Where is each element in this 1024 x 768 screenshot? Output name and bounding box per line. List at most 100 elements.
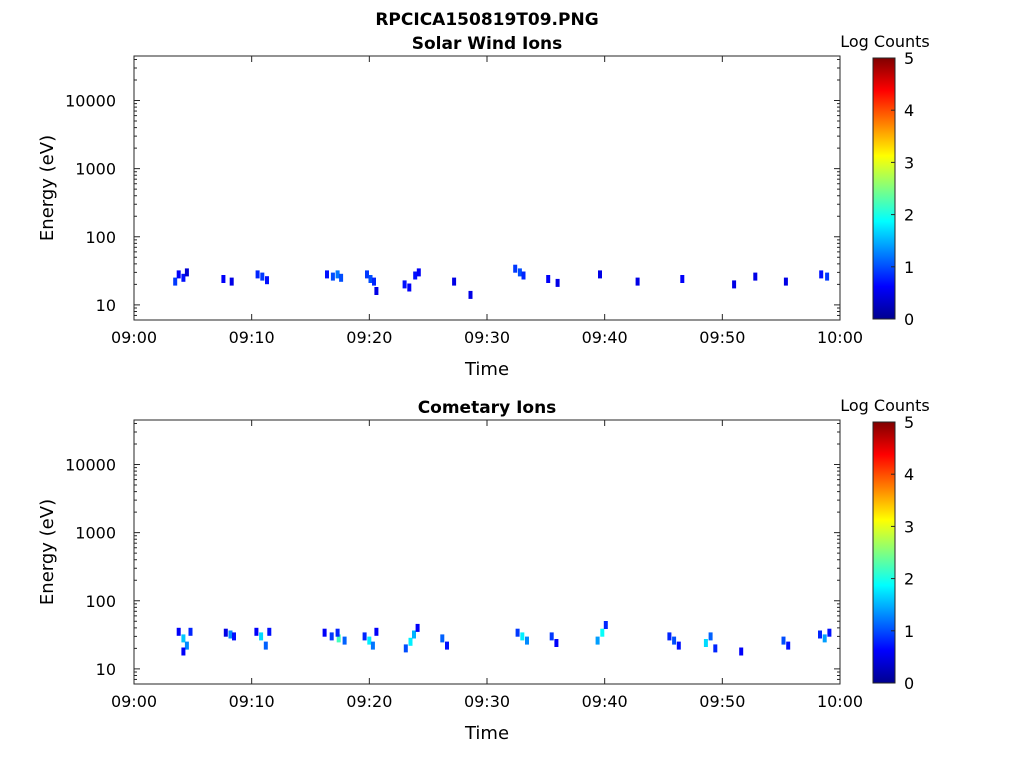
data-cell xyxy=(325,270,329,279)
cometary-plot-area xyxy=(134,420,840,684)
data-cell xyxy=(403,644,408,653)
data-cell xyxy=(336,634,341,643)
solar-wind-title: Solar Wind Ions xyxy=(412,34,563,54)
x-tick-label: 10:00 xyxy=(817,328,863,347)
data-cell xyxy=(525,636,529,645)
solar-wind-colorbar xyxy=(872,57,896,320)
data-cell xyxy=(181,634,186,643)
data-cell xyxy=(342,636,347,645)
x-tick-label: 09:10 xyxy=(229,692,275,711)
data-cell xyxy=(549,632,554,641)
colorbar-tick-label: 3 xyxy=(904,153,914,172)
data-cell xyxy=(412,630,416,639)
data-cell xyxy=(445,641,449,650)
data-cell xyxy=(600,628,605,637)
data-cell xyxy=(339,273,344,282)
data-cell xyxy=(818,630,822,639)
x-tick-label: 09:00 xyxy=(111,692,157,711)
data-cell xyxy=(703,639,708,647)
data-cell xyxy=(267,627,272,636)
data-cell xyxy=(672,636,677,645)
data-cell xyxy=(181,273,186,282)
data-cell xyxy=(595,636,600,645)
data-cell xyxy=(232,632,236,641)
colorbar-tick-label: 0 xyxy=(904,674,914,693)
solar-wind-panel: Solar Wind Ions 09:00 09:10 09:20 09:30 09:4… xyxy=(37,32,930,380)
data-cell xyxy=(402,280,407,289)
cometary-title: Cometary Ions xyxy=(418,398,557,418)
data-cell xyxy=(173,277,178,286)
data-cell xyxy=(255,270,260,279)
x-tick-label: 09:30 xyxy=(464,692,510,711)
colorbar-tick-label: 4 xyxy=(904,465,914,484)
data-cell xyxy=(781,636,786,645)
data-cell xyxy=(452,277,457,286)
data-cell xyxy=(713,644,718,653)
data-cell xyxy=(176,627,181,636)
data-cell xyxy=(329,632,334,641)
data-cell xyxy=(176,270,181,279)
colorbar-tick-label: 1 xyxy=(904,622,914,641)
data-cell xyxy=(708,632,713,641)
colorbar-tick-label: 3 xyxy=(904,517,914,536)
data-cell xyxy=(827,628,832,637)
data-cell xyxy=(783,277,788,286)
y-tick-label: 1000 xyxy=(75,524,116,543)
data-cell xyxy=(416,268,421,277)
y-tick-label: 10 xyxy=(96,296,116,315)
cometary-panel: Cometary Ions 09:00 09:10 09:20 09:30 09:40 0… xyxy=(37,396,930,744)
solar-wind-ylabel: Energy (eV) xyxy=(37,135,58,241)
colorbar-tick-label: 4 xyxy=(904,101,914,120)
data-cell xyxy=(786,641,791,650)
cometary-colorbar-label: Log Counts xyxy=(840,396,930,415)
data-cell xyxy=(408,637,413,646)
data-cell xyxy=(265,276,269,285)
data-cell xyxy=(515,628,520,637)
colorbar-tick-label: 2 xyxy=(904,570,914,589)
data-cell xyxy=(676,641,681,650)
data-cell xyxy=(822,634,827,643)
data-cell xyxy=(407,283,412,292)
data-cell xyxy=(372,277,376,286)
cometary-y-axis: 10 100 1000 10000 xyxy=(65,422,840,685)
data-cell xyxy=(367,636,372,645)
data-cell xyxy=(184,641,189,650)
x-tick-label: 09:50 xyxy=(699,692,745,711)
cometary-xlabel: Time xyxy=(464,723,509,744)
data-cell xyxy=(819,270,824,279)
data-cell xyxy=(335,270,340,279)
data-cell xyxy=(521,271,526,280)
data-cell xyxy=(415,623,420,632)
solar-wind-y-axis: 10 100 1000 10000 xyxy=(65,58,840,321)
data-cell xyxy=(374,287,379,295)
y-tick-label: 10 xyxy=(96,660,116,679)
x-tick-label: 09:20 xyxy=(346,692,392,711)
data-cell xyxy=(188,627,193,636)
x-tick-label: 09:00 xyxy=(111,328,157,347)
x-tick-label: 09:10 xyxy=(229,328,275,347)
cometary-ylabel: Energy (eV) xyxy=(37,499,58,605)
data-cell xyxy=(260,272,265,281)
data-cell xyxy=(365,270,369,279)
cometary-colorbar xyxy=(872,421,896,684)
colorbar-tick-label: 5 xyxy=(904,49,914,68)
solar-wind-data-layer xyxy=(173,264,830,299)
data-cell xyxy=(263,641,268,650)
x-tick-label: 10:00 xyxy=(817,692,863,711)
x-tick-label: 09:30 xyxy=(464,328,510,347)
data-cell xyxy=(184,268,189,277)
data-cell xyxy=(374,627,379,636)
data-cell xyxy=(254,627,259,636)
data-cell xyxy=(228,630,233,639)
data-cell xyxy=(732,280,737,289)
data-cell xyxy=(229,277,234,286)
figure-title: RPCICA150819T09.PNG xyxy=(375,10,598,30)
y-tick-label: 1000 xyxy=(75,160,116,179)
solar-wind-colorbar-ticks: 0 1 2 3 4 5 xyxy=(891,49,914,329)
solar-wind-colorbar-label: Log Counts xyxy=(840,32,930,51)
y-tick-label: 100 xyxy=(85,592,116,611)
data-cell xyxy=(680,275,685,283)
data-cell xyxy=(368,275,373,283)
solar-wind-plot-area xyxy=(134,56,840,320)
